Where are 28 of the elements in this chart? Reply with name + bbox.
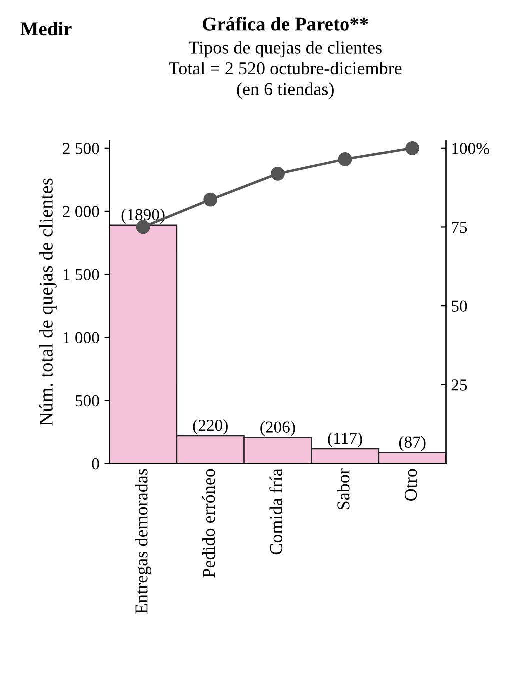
point [271, 167, 285, 181]
x-tick-label: Otro [404, 469, 418, 501]
x-tick-label: Sabor [337, 468, 350, 510]
data-label: (220) [193, 419, 228, 435]
x-tick-label: Pedido erróneo [202, 469, 216, 578]
data-label: (117) [328, 432, 362, 448]
y2-tick-label: 100% [452, 143, 490, 154]
y-tick-label: 1 000 [64, 332, 100, 344]
y-tick-label: 1 500 [64, 269, 100, 280]
y-axis-title: Núm. total de quejas de clientes [39, 178, 57, 426]
point [338, 152, 352, 166]
point [406, 141, 420, 156]
x-tick-label: Entregas demoradas [135, 469, 152, 614]
data-label: (1890) [122, 208, 165, 224]
x-tick-label: Comida fría [270, 468, 282, 555]
chart-subtitle: Tipos de quejas de clientes Total = 2 520 octubre-diciembre (en 6 tiendas) [169, 41, 402, 100]
data-label: (206) [260, 421, 296, 436]
data-label: (87) [399, 436, 426, 452]
point [204, 192, 218, 207]
y-tick-label: 2 000 [63, 206, 100, 218]
chart-title: Gráfica de Pareto** [203, 16, 368, 31]
y2-tick-label: 25 [452, 380, 468, 391]
y2-tick-label: 75 [452, 222, 468, 234]
y-tick-label: 2 500 [63, 143, 100, 154]
y-tick-label: 0 [92, 458, 100, 470]
text: Medir [20, 22, 72, 36]
y-tick-label: 500 [76, 395, 100, 407]
y2-tick-label: 50 [452, 300, 468, 312]
